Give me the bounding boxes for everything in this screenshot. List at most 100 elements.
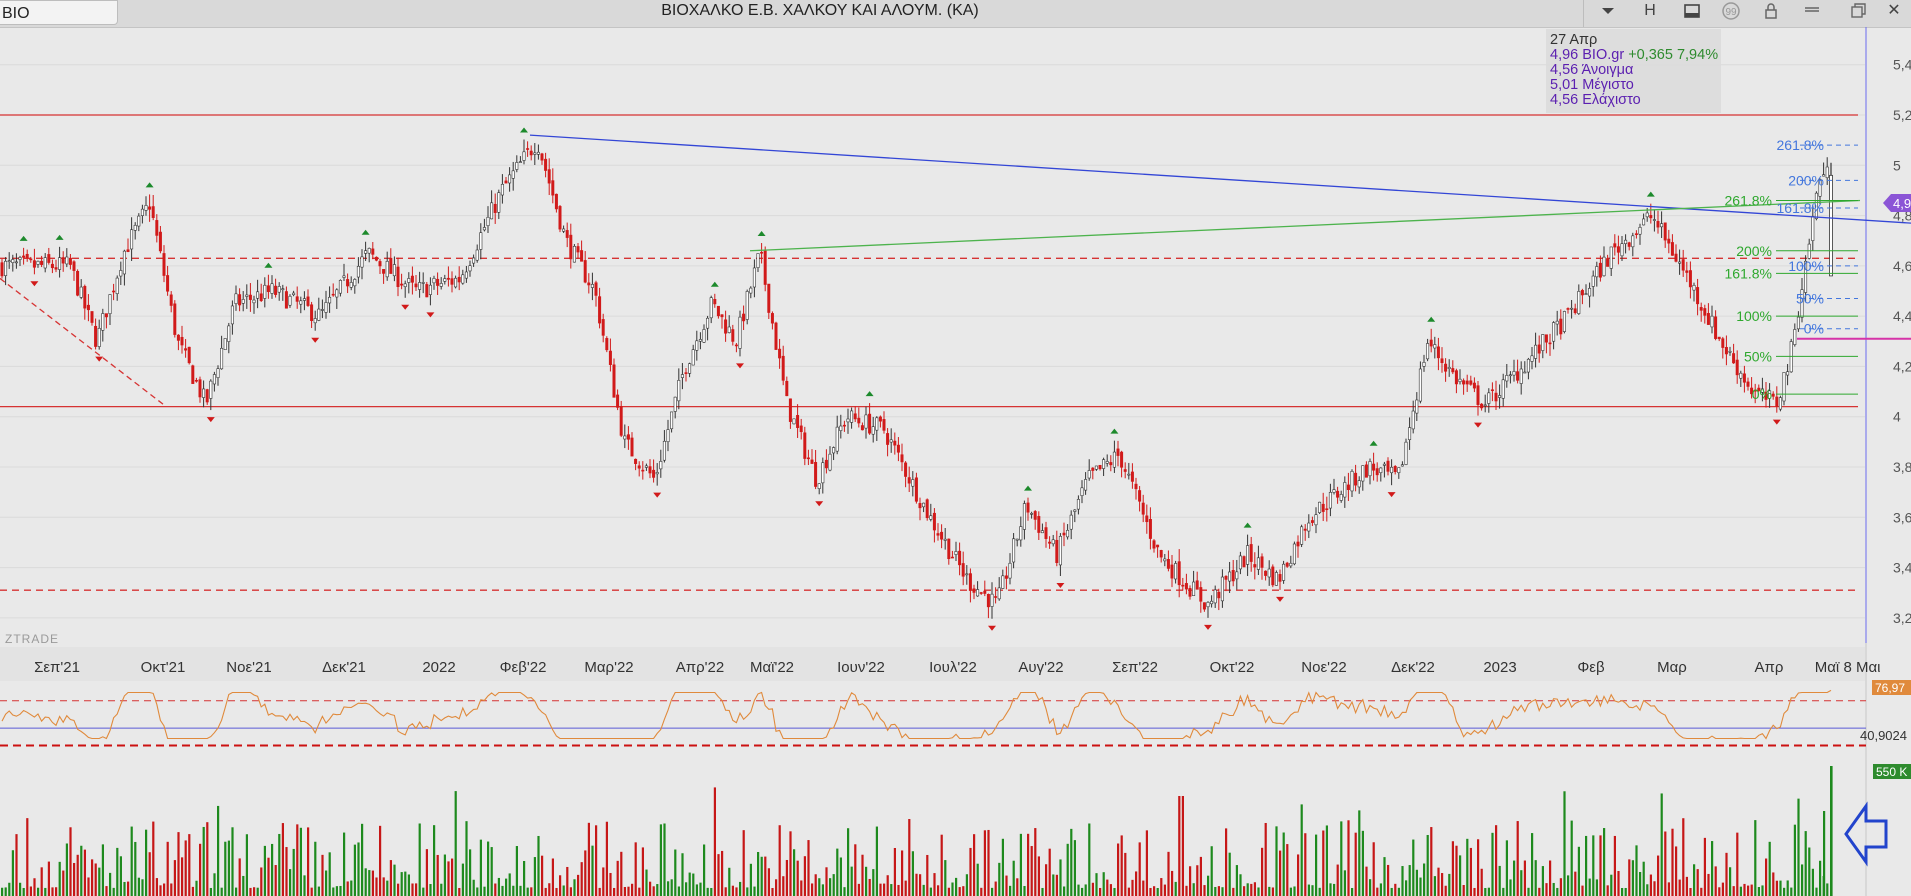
candle-body	[1454, 370, 1458, 385]
volume-bar	[1703, 837, 1706, 896]
candle-body	[1764, 391, 1768, 400]
candle-body	[94, 325, 98, 347]
volume-bar	[1027, 833, 1030, 896]
volume-bar	[1275, 826, 1278, 896]
volume-bar	[667, 881, 670, 896]
volume-bar	[425, 849, 428, 896]
time-axis-band	[0, 647, 1865, 681]
quote-icon[interactable]: 99	[1719, 0, 1743, 22]
candle-body	[1170, 564, 1174, 579]
candle-body	[583, 260, 587, 283]
candle-body	[738, 316, 742, 349]
volume-bar	[760, 856, 763, 896]
candle-body	[1282, 563, 1286, 581]
candle-body	[778, 348, 782, 359]
volume-bar	[1318, 887, 1321, 896]
candle-body	[1750, 387, 1754, 395]
volume-bar	[991, 887, 994, 896]
candle-body	[1285, 562, 1289, 567]
volume-bar	[22, 887, 25, 896]
volume-bar	[1718, 887, 1721, 896]
candle-body	[86, 304, 90, 311]
candle-body	[979, 592, 983, 594]
volume-bar	[1595, 879, 1598, 896]
candle-body	[360, 256, 364, 268]
candle-body	[562, 228, 566, 232]
volume-bar	[1649, 874, 1652, 896]
volume-bar	[641, 847, 644, 896]
candle-body	[680, 374, 684, 378]
candle-body	[1588, 288, 1592, 297]
candle-body	[482, 227, 486, 231]
volume-bar	[1397, 887, 1400, 896]
volume-bar	[281, 823, 284, 896]
candle-body	[1120, 451, 1124, 468]
candle-body	[1109, 462, 1113, 466]
volume-bar	[649, 881, 652, 896]
volume-bar	[1055, 874, 1058, 896]
candle-body	[61, 257, 65, 264]
lock-icon[interactable]	[1759, 0, 1783, 22]
volume-bar	[562, 885, 565, 896]
fib-label: 100%	[1736, 308, 1772, 324]
volume-bar	[1513, 860, 1516, 896]
volume-bar	[800, 880, 803, 896]
candle-body	[252, 299, 256, 304]
volume-bar	[969, 847, 972, 896]
window-icon[interactable]	[1680, 0, 1704, 22]
volume-bar	[415, 883, 418, 896]
up-arrow-icon	[1427, 316, 1436, 322]
candle-body	[785, 380, 789, 397]
volume-bar	[479, 839, 482, 896]
candle-body	[716, 305, 720, 317]
volume-bar	[1045, 864, 1048, 896]
chart-area[interactable]: 261.8%200%261.8% 161.8%200%100%161.8%50%1…	[0, 27, 1911, 896]
candle-body	[626, 434, 630, 440]
candle-body	[306, 296, 310, 306]
price-tick-label: 5	[1893, 157, 1901, 173]
volume-bar	[443, 854, 446, 896]
candle-body	[1004, 575, 1008, 579]
volume-bar	[1232, 887, 1235, 896]
title-bar: BIO ΒΙΟΧΑΛΚΟ Ε.Β. ΧΑΛΚΟΥ ΚΑΙ ΑΛΟΥΜ. (ΚΑ)…	[0, 0, 1911, 28]
candle-body	[1278, 574, 1282, 582]
close-icon[interactable]: ✕	[1887, 2, 1901, 19]
trendline	[0, 277, 164, 405]
candle-body	[1300, 526, 1304, 545]
volume-bar	[105, 886, 108, 896]
menu-icon[interactable]	[1800, 0, 1824, 22]
volume-bar	[1401, 866, 1404, 896]
volume-bar	[1660, 793, 1663, 896]
candle-body	[284, 291, 288, 309]
candle-body	[1433, 344, 1437, 349]
candle-body	[137, 215, 141, 227]
candle-body	[947, 538, 951, 560]
candle-body	[310, 304, 314, 322]
candle-body	[1487, 392, 1491, 404]
candle-body	[1177, 561, 1181, 586]
candle-body	[1141, 502, 1145, 515]
volume-bar	[634, 842, 637, 896]
volume-bar	[1142, 880, 1145, 896]
volume-bar	[1369, 879, 1372, 896]
volume-bar	[1711, 841, 1714, 896]
volume-bar	[1192, 883, 1195, 896]
candle-body	[702, 329, 706, 343]
h-icon[interactable]: H	[1644, 2, 1656, 19]
volume-bar	[119, 856, 122, 896]
chevron-down-icon[interactable]	[1596, 0, 1620, 22]
volume-bar	[854, 844, 857, 896]
symbol-input[interactable]: BIO	[0, 0, 118, 25]
time-tick-label: Μαϊ	[1815, 659, 1840, 676]
candle-body	[1080, 487, 1084, 497]
volume-bar	[1099, 887, 1102, 896]
volume-bar	[433, 825, 436, 896]
candle-body	[1710, 315, 1714, 328]
volume-bar	[1117, 843, 1120, 896]
volume-bar	[1581, 885, 1584, 896]
candle-body	[1238, 555, 1242, 570]
restore-icon[interactable]	[1846, 0, 1870, 22]
scroll-right-arrow-icon[interactable]	[1844, 801, 1888, 867]
volume-bar	[778, 825, 781, 896]
volume-bar	[886, 875, 889, 896]
